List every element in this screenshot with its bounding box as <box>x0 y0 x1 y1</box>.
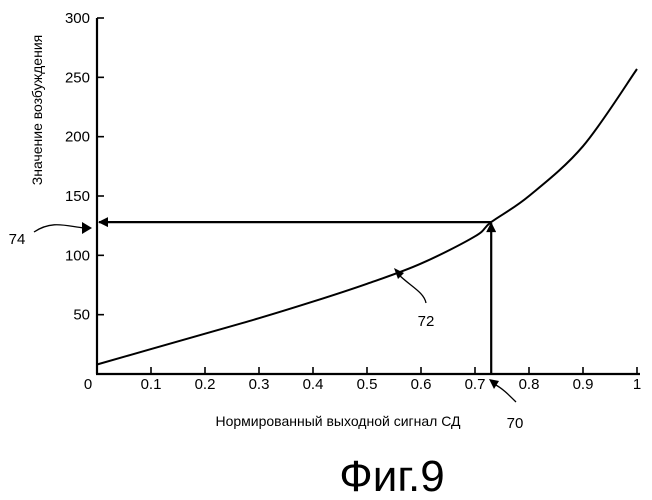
y-axis-ticks: 50 100 150 200 250 300 <box>65 10 104 324</box>
x-axis-title: Нормированный выходной сигнал СД <box>215 413 461 429</box>
x-tick-label: 0.8 <box>519 376 540 393</box>
ref-label-72: 72 <box>418 313 435 330</box>
y-tick-label: 200 <box>65 129 90 146</box>
x-tick-label: 0.2 <box>195 376 216 393</box>
x-tick-label: 0.1 <box>141 376 162 393</box>
leader-arrow-74 <box>82 222 92 234</box>
series-curve <box>97 69 637 365</box>
ref-label-70: 70 <box>507 415 524 432</box>
x-tick-label: 0.9 <box>573 376 594 393</box>
figure-caption: Фиг.9 <box>339 452 444 500</box>
leader-arrow-70 <box>489 379 499 389</box>
y-tick-label: 150 <box>65 188 90 205</box>
x-axis-ticks: 0 0.1 0.2 0.3 0.4 0.5 0.6 0.7 0.8 0.9 1 <box>84 367 641 393</box>
leader-line-70 <box>494 384 516 402</box>
y-tick-label: 250 <box>65 69 90 86</box>
y-tick-label: 100 <box>65 247 90 264</box>
x-tick-label: 0.5 <box>357 376 378 393</box>
y-tick-label: 300 <box>65 10 90 27</box>
x-tick-label: 0.4 <box>303 376 324 393</box>
y-tick-label: 50 <box>73 307 90 324</box>
y-axis-title: Значение возбуждения <box>29 35 45 185</box>
x-tick-label: 0.3 <box>249 376 270 393</box>
x-tick-label: 0.7 <box>465 376 486 393</box>
x-tick-label: 0 <box>84 376 92 393</box>
x-tick-label: 0.6 <box>411 376 432 393</box>
leader-line-72 <box>398 274 426 303</box>
x-tick-label: 1 <box>633 376 641 393</box>
ref-label-74: 74 <box>9 231 26 248</box>
leader-line-74 <box>34 225 84 232</box>
